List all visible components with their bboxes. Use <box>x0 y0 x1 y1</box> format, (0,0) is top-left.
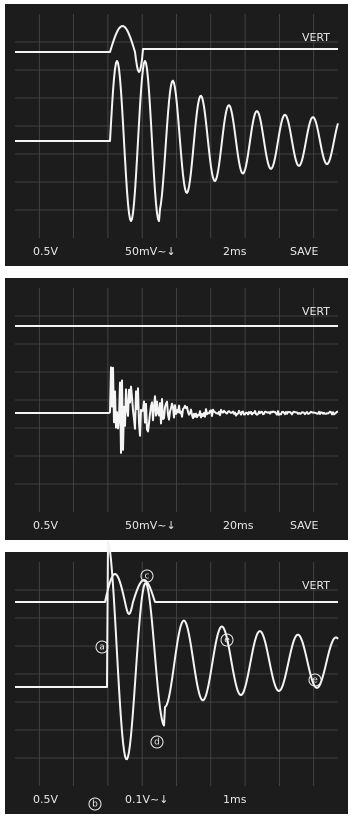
readout: 50mV~↓ <box>125 245 176 258</box>
oscilloscope-page: VERT 0.5V 50mV~↓ 2ms SAVE VERT 0.5V 50mV~↓ 20ms S… <box>0 0 353 821</box>
marker-label: e <box>312 676 318 686</box>
marker-label: d <box>154 738 160 748</box>
readout: 50mV~↓ <box>125 519 176 532</box>
marker-label: c <box>145 572 150 582</box>
readout: 20ms <box>223 519 254 532</box>
top-label: VERT <box>302 305 330 318</box>
readout: 0.5V <box>33 793 58 806</box>
scope-panel: VERT 0.5V 50mV~↓ 20ms SAVE <box>5 278 348 540</box>
top-label: VERT <box>302 579 330 592</box>
readout: SAVE <box>290 519 319 532</box>
marker-label: b <box>92 800 98 810</box>
readout: 0.1V~↓ <box>125 793 168 806</box>
marker-label: a <box>99 643 105 653</box>
marker-label: e <box>224 636 230 646</box>
top-label: VERT <box>302 31 330 44</box>
readout: SAVE <box>290 245 319 258</box>
scope-panel: VERT 0.5V 0.1V~↓ 1ms a b c d e e <box>5 542 348 814</box>
scope-panel: VERT 0.5V 50mV~↓ 2ms SAVE <box>5 4 348 266</box>
readout: 0.5V <box>33 245 58 258</box>
readout: 1ms <box>223 793 247 806</box>
readout: 2ms <box>223 245 247 258</box>
readout: 0.5V <box>33 519 58 532</box>
